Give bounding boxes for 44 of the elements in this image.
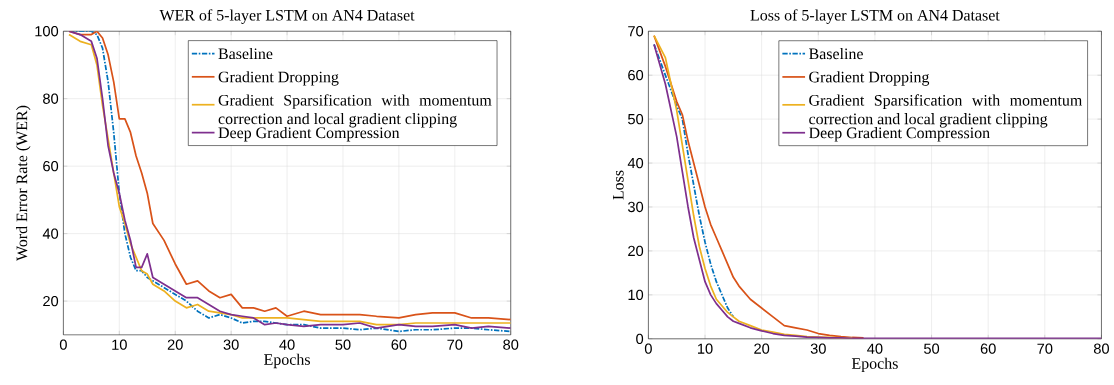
x-tick-label: 30: [810, 343, 826, 355]
x-tick-label: 0: [644, 343, 652, 355]
legend-label: Deep Gradient Compression: [218, 127, 400, 142]
y-tick-label: 10: [628, 289, 644, 301]
x-tick-label: 0: [59, 339, 67, 351]
y-tick-label: 100: [35, 26, 59, 37]
x-tick-label: 70: [1037, 343, 1053, 355]
legend-label: Baseline: [809, 48, 863, 60]
x-tick-label: 20: [754, 343, 770, 355]
x-tick-label: 40: [867, 343, 883, 355]
x-tick-label: 80: [503, 339, 519, 351]
x-tick-label: 30: [223, 339, 239, 351]
x-tick-label: 70: [447, 339, 463, 351]
chart-title: Loss of 5-layer LSTM on AN4 Dataset: [750, 9, 1000, 25]
y-tick-label: 80: [43, 93, 59, 105]
y-tick-label: 50: [628, 114, 644, 125]
y-tick-label: 20: [628, 245, 644, 257]
x-tick-label: 10: [112, 339, 127, 351]
legend-label: Gradient Dropping: [809, 71, 930, 86]
x-tick-label: 50: [335, 339, 351, 351]
legend-label: Gradient Sparsification with momentum correction and local gradient clipping: [809, 94, 1083, 128]
x-tick-label: 60: [391, 339, 407, 351]
y-tick-label: 70: [628, 26, 644, 37]
y-axis-title: Word Error Rate (WER): [16, 105, 31, 262]
x-tick-label: 50: [924, 343, 940, 355]
y-tick-label: 40: [627, 158, 644, 169]
x-axis-title: Epochs: [264, 353, 310, 369]
y-axis-title: Loss: [613, 170, 624, 200]
x-tick-label: 60: [980, 343, 996, 355]
x-tick-label: 40: [279, 339, 295, 351]
legend-label: Gradient Dropping: [218, 71, 339, 86]
y-tick-label: 60: [628, 70, 644, 81]
legend-label: Baseline: [218, 48, 273, 60]
y-tick-label: 60: [43, 161, 59, 172]
x-axis-title: Epochs: [851, 357, 898, 373]
y-tick-label: 30: [628, 202, 644, 213]
chart-title: WER of 5-layer LSTM on AN4 Dataset: [159, 9, 415, 25]
x-tick-label: 10: [698, 343, 713, 355]
legend-label: Gradient Sparsification with momentum correction and local gradient clipping: [218, 94, 492, 128]
x-tick-label: 20: [167, 339, 183, 351]
legend-label: Deep Gradient Compression: [809, 127, 990, 142]
x-tick-label: 80: [1093, 343, 1109, 355]
y-tick-label: 40: [42, 228, 59, 239]
y-tick-label: 20: [43, 296, 59, 307]
